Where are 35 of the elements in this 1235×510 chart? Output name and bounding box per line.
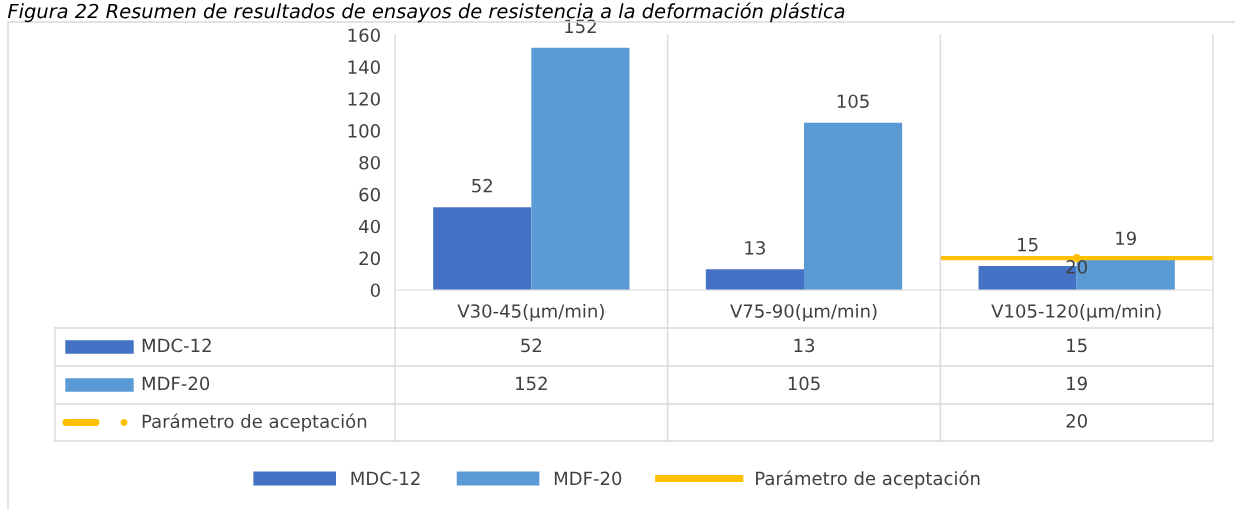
data-label: 19: [1116, 231, 1136, 246]
y-tick-label: 80: [359, 155, 380, 170]
text: Parámetro de aceptación: [142, 413, 367, 432]
bar: [804, 122, 903, 290]
y-tick-label: 40: [359, 219, 380, 234]
text: 52: [521, 338, 542, 353]
x-tick-label: V75-90(µm/min): [730, 303, 877, 322]
text: 152: [516, 376, 547, 391]
y-tick-label: 60: [359, 187, 380, 202]
legend-label: Parámetro de aceptación: [756, 470, 980, 489]
text: 19: [1067, 376, 1087, 391]
text: 15: [1067, 338, 1087, 353]
legend-label: MDF-20: [554, 471, 622, 486]
y-tick-label: 160: [348, 28, 380, 43]
y-tick-label: 20: [359, 251, 380, 266]
x-tick-label: V30-45(µm/min): [457, 303, 604, 322]
legend-label: MDC-12: [351, 471, 420, 486]
data-label: 15: [1018, 238, 1038, 252]
bar: [705, 269, 804, 290]
text: 13: [794, 338, 815, 353]
y-tick-label: 100: [348, 124, 380, 138]
text: MDC-12: [142, 338, 211, 353]
data-label: 13: [745, 241, 765, 255]
y-tick-label: 0: [370, 283, 380, 298]
y-tick-label: 140: [348, 60, 380, 74]
data-label: 52: [472, 178, 492, 193]
text: 105: [788, 376, 820, 391]
data-label: 105: [837, 94, 869, 109]
text: 20: [1066, 414, 1087, 428]
bar: [433, 207, 532, 290]
text: MDF-20: [142, 376, 210, 391]
y-tick-label: 120: [348, 92, 380, 106]
x-tick-label: V105-120(µm/min): [991, 303, 1161, 322]
data-label: 20: [1066, 260, 1087, 274]
bar: [531, 47, 630, 290]
